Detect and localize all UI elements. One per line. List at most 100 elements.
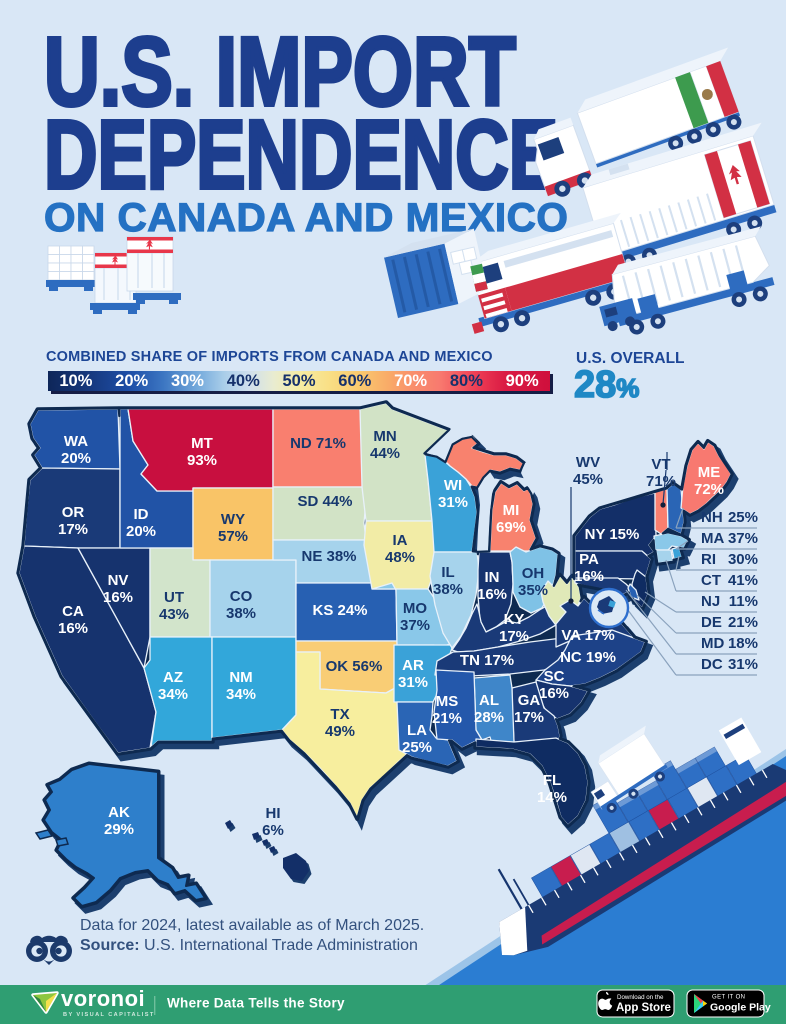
svg-text:6%: 6% (262, 822, 284, 839)
svg-text:17%: 17% (514, 709, 544, 726)
svg-text:WV: WV (576, 454, 600, 471)
svg-text:Where Data Tells the Story: Where Data Tells the Story (167, 996, 345, 1011)
svg-text:25%: 25% (402, 739, 432, 756)
svg-text:SD 44%: SD 44% (297, 493, 352, 510)
svg-text:GET IT ON: GET IT ON (712, 995, 745, 1001)
svg-text:DE: DE (701, 614, 722, 631)
svg-text:CO: CO (230, 588, 253, 605)
svg-text:AL: AL (479, 692, 499, 709)
svg-text:38%: 38% (433, 581, 463, 598)
svg-text:30%: 30% (728, 551, 758, 568)
svg-text:16%: 16% (574, 568, 604, 585)
svg-text:16%: 16% (477, 586, 507, 603)
svg-text:37%: 37% (400, 617, 430, 634)
svg-text:20%: 20% (126, 523, 156, 540)
svg-text:Download on the: Download on the (617, 994, 664, 1001)
svg-text:37%: 37% (728, 530, 758, 547)
svg-text:38%: 38% (226, 605, 256, 622)
svg-text:IN: IN (485, 569, 500, 586)
svg-text:TN 17%: TN 17% (460, 652, 514, 669)
svg-text:WY: WY (221, 511, 245, 528)
svg-text:PA: PA (579, 551, 599, 568)
svg-text:AK: AK (108, 804, 130, 821)
svg-text:49%: 49% (325, 723, 355, 740)
svg-text:IL: IL (441, 564, 454, 581)
svg-text:25%: 25% (728, 509, 758, 526)
svg-text:MI: MI (503, 502, 520, 519)
svg-text:31%: 31% (398, 674, 428, 691)
svg-text:FL: FL (543, 772, 561, 789)
svg-text:WI: WI (444, 477, 462, 494)
svg-text:CT: CT (701, 572, 721, 589)
svg-text:21%: 21% (432, 710, 462, 727)
svg-text:MO: MO (403, 600, 427, 617)
svg-text:GA: GA (518, 692, 541, 709)
svg-text:57%: 57% (218, 528, 248, 545)
svg-text:14%: 14% (537, 789, 567, 806)
svg-text:69%: 69% (496, 519, 526, 536)
svg-text:ND 71%: ND 71% (290, 435, 346, 452)
svg-text:WA: WA (64, 433, 88, 450)
svg-text:21%: 21% (728, 614, 758, 631)
svg-text:71%: 71% (646, 473, 676, 490)
svg-text:IA: IA (393, 532, 408, 549)
svg-text:18%: 18% (728, 635, 758, 652)
svg-text:20%: 20% (61, 450, 91, 467)
svg-text:BY VISUAL CAPITALIST: BY VISUAL CAPITALIST (63, 1012, 155, 1018)
svg-text:MD: MD (701, 635, 724, 652)
svg-text:NC 19%: NC 19% (560, 649, 616, 666)
svg-text:35%: 35% (518, 582, 548, 599)
svg-text:16%: 16% (58, 620, 88, 637)
svg-text:NV: NV (108, 572, 129, 589)
svg-text:93%: 93% (187, 452, 217, 469)
svg-text:72%: 72% (694, 481, 724, 498)
svg-text:NM: NM (229, 669, 252, 686)
svg-text:NE 38%: NE 38% (301, 548, 356, 565)
svg-text:VT: VT (651, 456, 670, 473)
svg-text:DC: DC (701, 656, 723, 673)
svg-text:MA: MA (701, 530, 724, 547)
svg-text:LA: LA (407, 722, 427, 739)
svg-text:Google Play: Google Play (710, 1002, 771, 1014)
svg-text:VA 17%: VA 17% (561, 627, 614, 644)
svg-text:45%: 45% (573, 471, 603, 488)
svg-text:KY: KY (504, 611, 525, 628)
svg-text:MN: MN (373, 428, 396, 445)
svg-text:44%: 44% (370, 445, 400, 462)
svg-text:TX: TX (330, 706, 349, 723)
svg-text:43%: 43% (159, 606, 189, 623)
svg-text:17%: 17% (499, 628, 529, 645)
svg-text:ME: ME (698, 464, 721, 481)
svg-text:16%: 16% (103, 589, 133, 606)
svg-text:RI: RI (701, 551, 716, 568)
svg-text:OK 56%: OK 56% (326, 658, 383, 675)
svg-text:AZ: AZ (163, 669, 183, 686)
svg-text:ID: ID (134, 506, 149, 523)
svg-text:AR: AR (402, 657, 424, 674)
svg-text:17%: 17% (58, 521, 88, 538)
svg-text:31%: 31% (438, 494, 468, 511)
svg-text:UT: UT (164, 589, 184, 606)
svg-text:NY 15%: NY 15% (585, 526, 640, 543)
svg-text:NH: NH (701, 509, 723, 526)
svg-text:App Store: App Store (616, 1002, 671, 1014)
svg-text:11%: 11% (729, 593, 758, 610)
svg-text:29%: 29% (104, 821, 134, 838)
svg-text:MS: MS (436, 693, 459, 710)
svg-text:OR: OR (62, 504, 85, 521)
svg-text:16%: 16% (539, 685, 569, 702)
svg-text:28%: 28% (474, 709, 504, 726)
svg-text:CA: CA (62, 603, 84, 620)
svg-text:SC: SC (544, 668, 565, 685)
svg-text:34%: 34% (158, 686, 188, 703)
svg-text:KS 24%: KS 24% (312, 602, 367, 619)
svg-text:41%: 41% (728, 572, 758, 589)
svg-text:34%: 34% (226, 686, 256, 703)
svg-text:HI: HI (266, 805, 281, 822)
svg-text:voronoi: voronoi (61, 986, 145, 1011)
svg-text:48%: 48% (385, 549, 415, 566)
svg-text:OH: OH (522, 565, 545, 582)
svg-text:31%: 31% (728, 656, 758, 673)
svg-text:MT: MT (191, 435, 213, 452)
svg-text:NJ: NJ (701, 593, 720, 610)
